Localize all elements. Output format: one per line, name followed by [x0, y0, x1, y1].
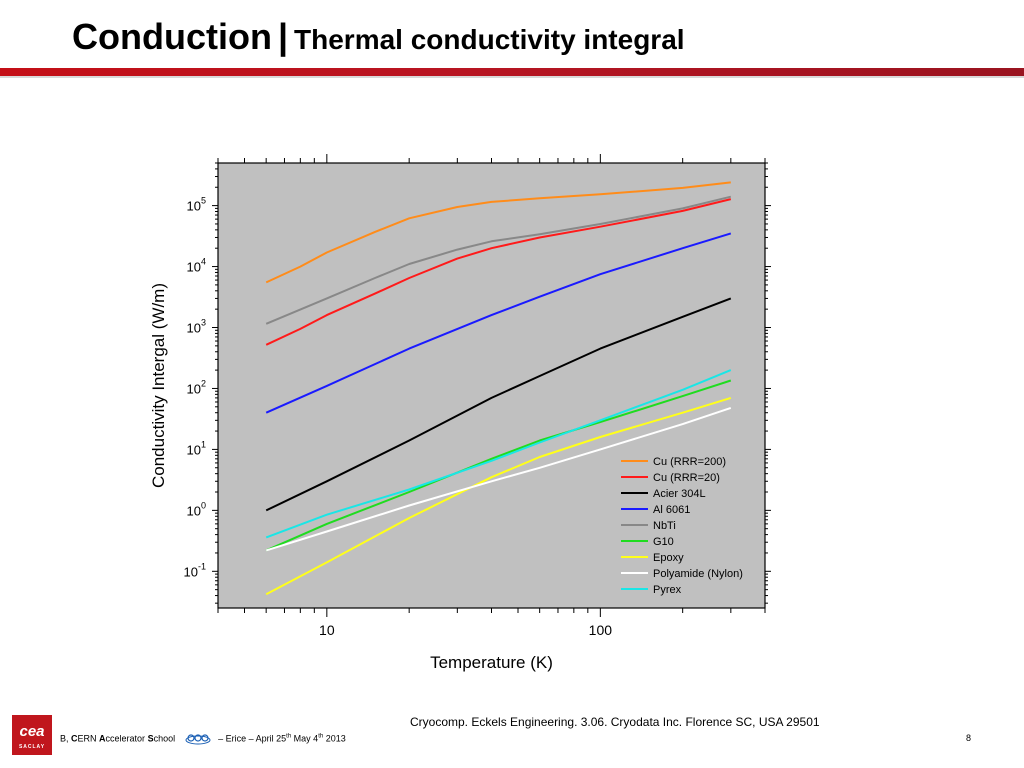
footer-a: A — [99, 733, 106, 744]
footer-event-pre: – Erice – April 25 — [215, 733, 287, 744]
header-divider-shadow — [0, 76, 1024, 78]
footer-sup1: th — [286, 733, 292, 740]
title-main: Conduction — [72, 16, 272, 57]
series-line-epoxy — [265, 396, 732, 596]
footer-chool: chool — [153, 733, 176, 744]
footer-event-line: B, CERN Accelerator School – Erice – Apr… — [60, 733, 346, 745]
y-tick-label: 104 — [187, 257, 206, 275]
legend-label: Pyrex — [653, 584, 682, 596]
cea-logo: cea SACLAY — [12, 715, 52, 755]
legend-label: Cu (RRR=200) — [653, 456, 726, 468]
title-sub: Thermal conductivity integral — [294, 24, 685, 55]
series-line-cu-rrr-200 — [265, 181, 731, 284]
footer-bb: B, — [60, 733, 72, 744]
legend-label: G10 — [653, 536, 674, 548]
footer-event-mid: May 4 — [291, 733, 319, 744]
footer-ern: ERN — [77, 733, 100, 744]
plot-frame — [217, 162, 766, 609]
cas-icon — [185, 734, 211, 745]
header-divider-bar — [0, 68, 1024, 76]
x-tick-label: 10 — [319, 622, 335, 638]
footer-ccelerator: ccelerator — [105, 733, 148, 744]
series-line-g10 — [265, 379, 732, 552]
legend-label: Polyamide (Nylon) — [653, 568, 743, 580]
x-tick-label: 100 — [589, 622, 613, 638]
y-tick-label: 102 — [187, 378, 206, 396]
cea-logo-subtext: SACLAY — [18, 744, 46, 750]
y-tick-label: 10-1 — [184, 561, 206, 579]
y-axis-label: Conductivity Intergal (W/m) — [149, 283, 168, 488]
series-line-acier-304l — [265, 297, 732, 512]
y-tick-label: 105 — [187, 196, 206, 214]
series-line-pyrex — [265, 369, 732, 539]
plot-area — [218, 163, 765, 608]
page-number: 8 — [966, 733, 972, 743]
x-axis-label: Temperature (K) — [430, 653, 553, 672]
series-line-polyamide-nylon — [265, 406, 732, 552]
cea-logo-text: cea — [19, 723, 45, 740]
legend-label: NbTi — [653, 520, 676, 532]
legend-label: Acier 304L — [653, 488, 706, 500]
legend-label: Al 6061 — [653, 504, 690, 516]
source-citation: Cryocomp. Eckels Engineering. 3.06. Cryo… — [410, 715, 820, 729]
footer-c: C — [71, 733, 78, 744]
legend-label: Epoxy — [653, 552, 684, 564]
series-line-nbti — [265, 195, 732, 325]
footer-s: S — [147, 733, 154, 744]
y-tick-label: 100 — [187, 500, 206, 518]
series-line-cu-rrr-20 — [265, 198, 732, 346]
footer-event-post: 2013 — [323, 733, 346, 744]
title-separator: | — [277, 16, 289, 57]
series-line-al-6061 — [265, 232, 732, 414]
y-tick-label: 103 — [187, 318, 206, 336]
legend-label: Cu (RRR=20) — [653, 472, 720, 484]
footer-sup2: th — [318, 733, 324, 740]
slide-title: Conduction | Thermal conductivity integral — [72, 14, 685, 60]
y-tick-label: 101 — [187, 439, 206, 457]
